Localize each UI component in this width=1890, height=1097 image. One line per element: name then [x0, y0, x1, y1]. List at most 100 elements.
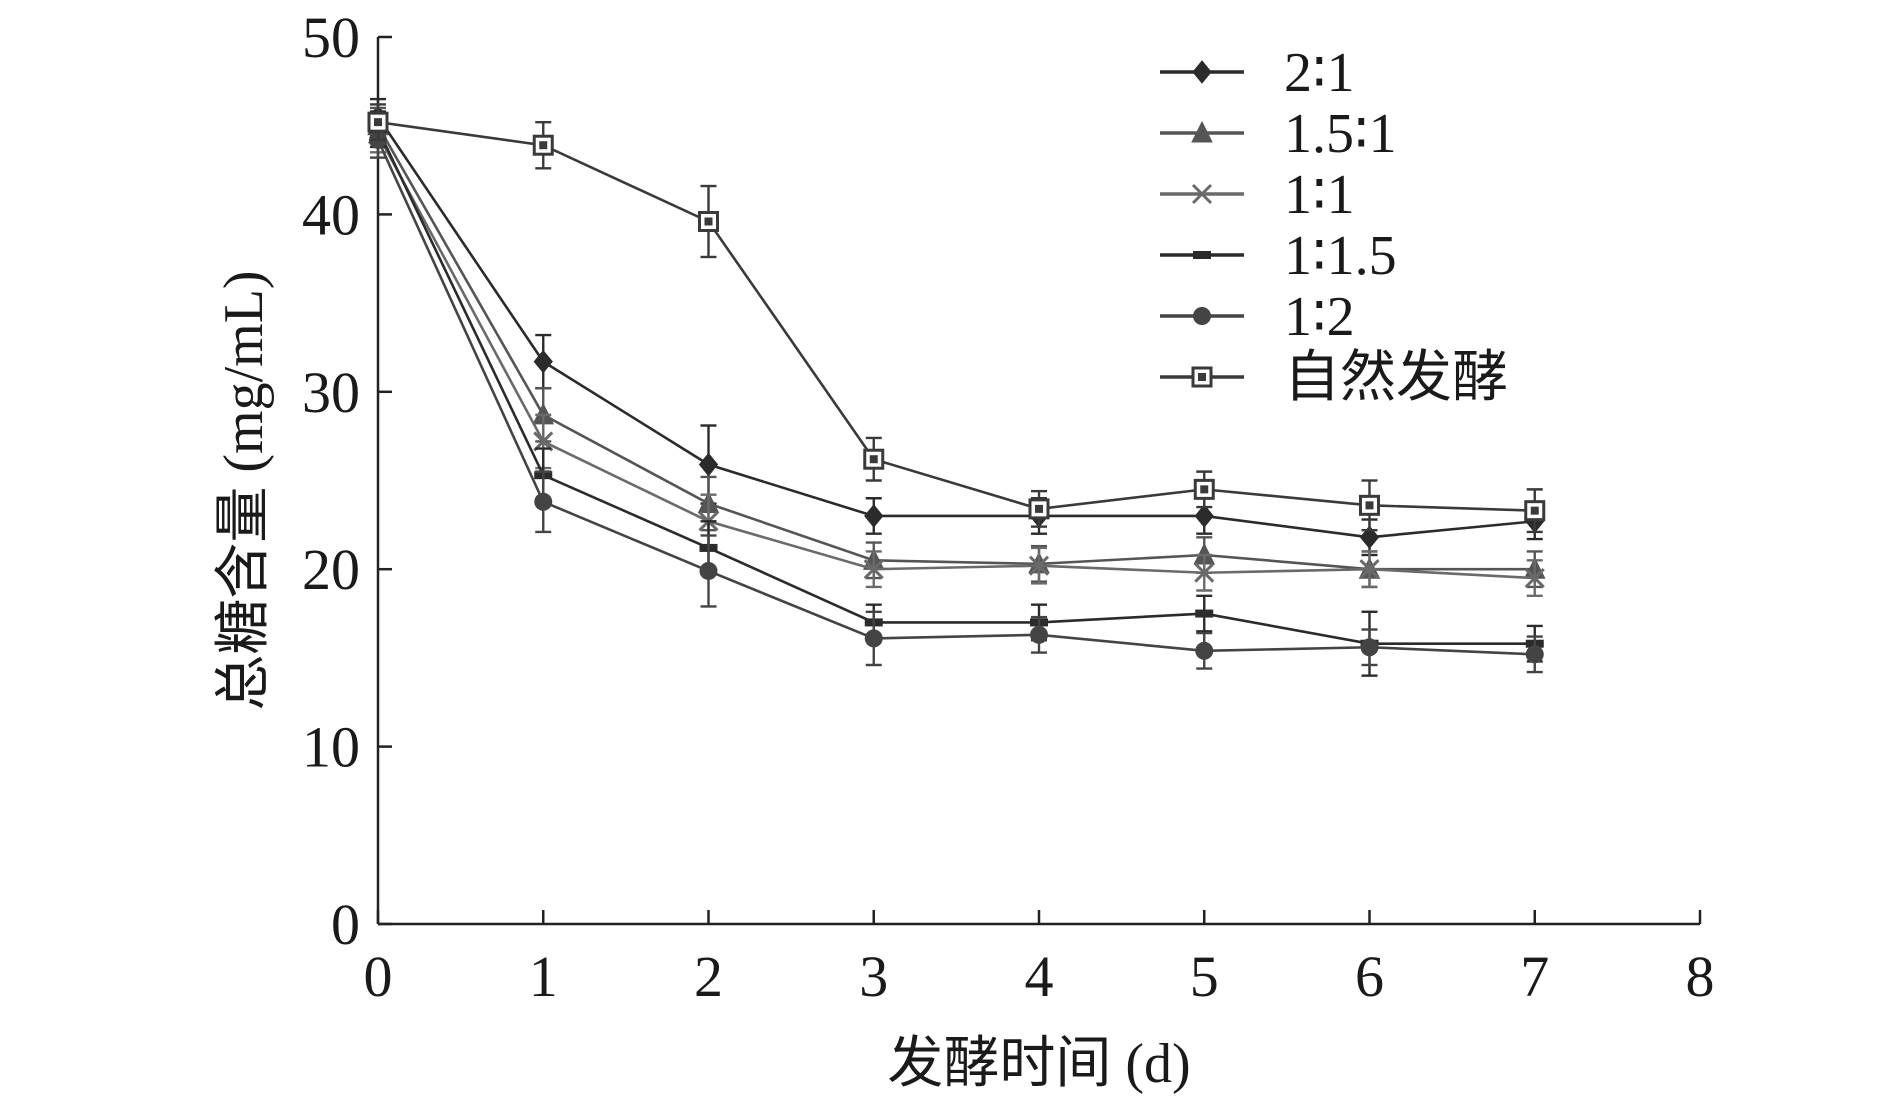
series-line	[376, 125, 1535, 571]
legend-marker	[1191, 183, 1213, 205]
legend-item: 1∶2	[1160, 286, 1355, 348]
data-point	[699, 561, 718, 580]
y-axis-title: 总糖含量 (mg/mL)	[213, 270, 275, 710]
marker-shape	[1524, 568, 1545, 589]
marker-shape	[533, 349, 553, 374]
marker-shape	[1193, 251, 1211, 259]
series-4	[369, 120, 1544, 674]
marker-shape	[704, 217, 713, 226]
legend-label: 1∶1	[1284, 164, 1355, 226]
marker-shape	[1028, 555, 1050, 576]
series-line	[377, 120, 1535, 512]
marker-shape	[1191, 120, 1213, 143]
x-tick-label: 2	[694, 944, 723, 1009]
series-line	[376, 139, 1535, 656]
x-tick-label: 5	[1190, 944, 1219, 1009]
series-line	[376, 116, 1535, 539]
series-2	[367, 115, 1545, 598]
data-point	[1194, 562, 1215, 583]
legend-marker	[1191, 120, 1213, 143]
series-5	[367, 103, 1546, 534]
marker-shape	[1035, 504, 1043, 513]
data-point	[1524, 500, 1546, 522]
legend-item: 1.5∶1	[1160, 103, 1397, 165]
marker-shape	[698, 452, 719, 477]
marker-shape	[864, 504, 884, 528]
legend-item: 自然发酵	[1160, 347, 1508, 409]
data-point	[1194, 504, 1214, 528]
data-point	[863, 559, 884, 580]
marker-shape	[699, 561, 718, 580]
legend-label: 2∶1	[1284, 42, 1355, 104]
legend-item: 1∶1	[1160, 164, 1355, 226]
marker-shape	[1360, 638, 1379, 657]
legend-label: 自然发酵	[1284, 347, 1508, 409]
series-line	[376, 128, 1535, 646]
marker-shape	[534, 492, 553, 511]
data-point	[864, 504, 884, 528]
x-tick-label: 1	[529, 944, 558, 1009]
data-point	[864, 629, 883, 648]
series-0	[368, 97, 1545, 557]
legend-marker	[1193, 251, 1211, 259]
y-tick-label: 20	[302, 537, 360, 602]
data-point	[698, 452, 719, 477]
series-line	[376, 133, 1535, 580]
marker-shape	[1195, 641, 1214, 660]
y-tick-label: 40	[302, 182, 360, 247]
data-point	[698, 210, 719, 232]
data-point	[534, 492, 553, 511]
marker-shape	[1359, 525, 1380, 550]
series-group	[367, 97, 1546, 677]
marker-shape	[1359, 559, 1380, 580]
marker-shape	[1198, 373, 1206, 381]
axes: 0 1 2 3 4 5 6 7 8 0 10 20 30 40 50	[302, 5, 1715, 1009]
x-tick-label: 3	[859, 944, 888, 1009]
legend-marker	[1193, 307, 1211, 325]
data-point	[1028, 498, 1050, 520]
legend-marker	[1191, 366, 1213, 388]
marker-shape	[1192, 60, 1212, 84]
data-point	[1195, 609, 1214, 618]
legend-marker	[1192, 60, 1212, 84]
y-tick-label: 0	[331, 892, 360, 957]
x-tick-label: 4	[1025, 944, 1054, 1009]
legend-label: 1.5∶1	[1284, 103, 1397, 165]
data-point	[1525, 645, 1544, 664]
x-tick-label: 8	[1686, 944, 1715, 1009]
legend-item: 2∶1	[1160, 42, 1355, 104]
marker-shape	[1530, 506, 1539, 515]
data-point	[1359, 525, 1380, 550]
marker-shape	[864, 629, 883, 648]
data-point	[1195, 641, 1214, 660]
x-tick-label: 7	[1520, 944, 1549, 1009]
y-tick-label: 30	[302, 360, 360, 425]
data-point	[367, 111, 389, 133]
marker-shape	[1195, 609, 1214, 618]
data-point	[1359, 559, 1380, 580]
marker-shape	[1194, 504, 1214, 528]
data-point	[1359, 494, 1380, 516]
y-tick-label: 10	[302, 715, 360, 780]
marker-shape	[1365, 501, 1374, 510]
x-tick-label: 0	[364, 944, 393, 1009]
data-point	[1193, 478, 1215, 500]
data-point	[1028, 555, 1050, 576]
legend-label: 1∶1.5	[1284, 225, 1397, 287]
legend-label: 1∶2	[1284, 286, 1355, 348]
data-point	[532, 134, 554, 156]
marker-shape	[863, 559, 884, 580]
marker-shape	[1525, 645, 1544, 664]
data-point	[1030, 625, 1048, 644]
marker-shape	[869, 455, 878, 464]
marker-shape	[539, 141, 548, 150]
marker-shape	[1200, 485, 1209, 494]
x-tick-label: 6	[1355, 944, 1384, 1009]
y-tick-label: 50	[302, 5, 360, 70]
data-point	[863, 448, 885, 470]
legend-item: 1∶1.5	[1160, 225, 1397, 287]
marker-shape	[1193, 307, 1211, 325]
